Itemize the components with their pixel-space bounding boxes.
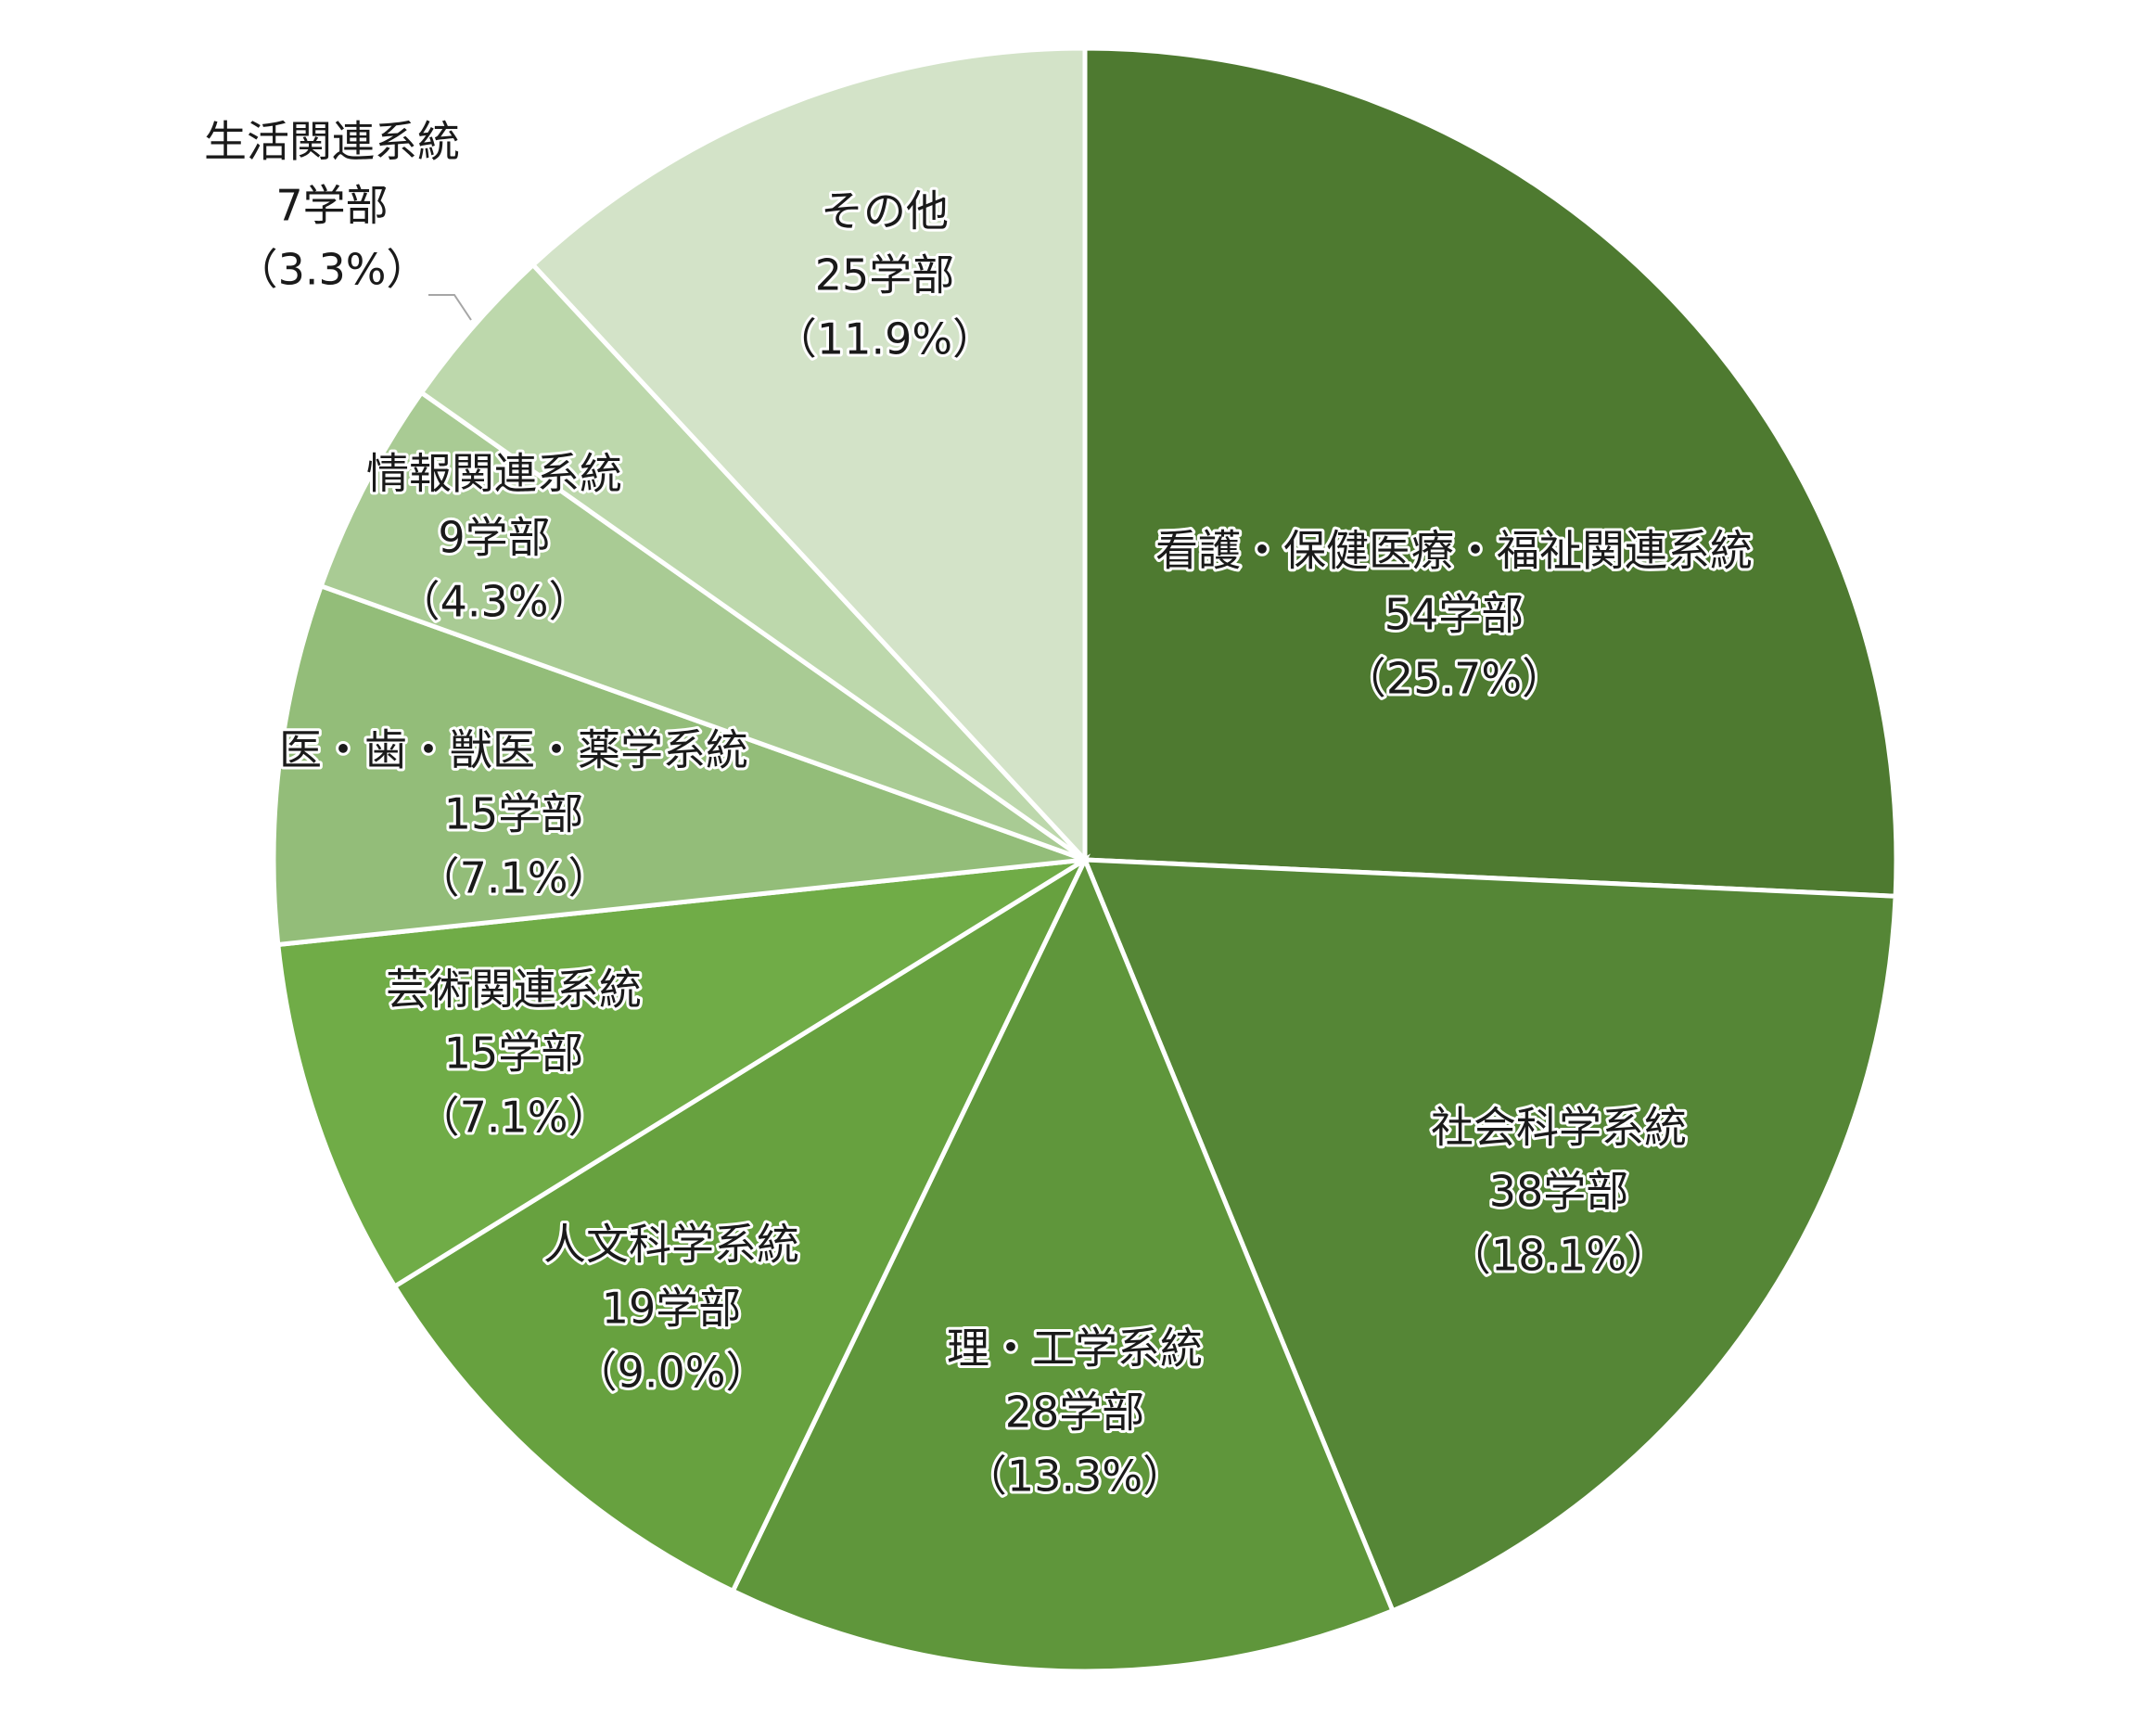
slice-category: 情報関連系統 (366, 449, 622, 499)
slice-value: 15学部 (444, 789, 584, 839)
slice-category: 芸術関連系統 (386, 965, 642, 1015)
slice-category: 人文科学系統 (543, 1220, 799, 1270)
slice-value: 9学部 (438, 513, 550, 563)
pie-slice (391, 853, 1091, 1594)
pie-slice (1081, 857, 1898, 1614)
slice-value: 38学部 (1489, 1167, 1629, 1217)
slice-category: 医・歯・獣医・薬学系統 (279, 725, 748, 775)
pie-slice (275, 857, 1087, 1290)
slice-percent: （9.0%） (575, 1348, 769, 1398)
slice-percent: （18.1%） (1448, 1231, 1669, 1281)
slice-percent: （7.1%） (417, 1093, 611, 1143)
pie-slice (730, 853, 1397, 1674)
slice-percent: （25.7%） (1344, 654, 1564, 704)
slice-percent: （11.9%） (774, 314, 995, 365)
slice-percent: （13.3%） (964, 1452, 1185, 1502)
slice-percent: （3.3%） (236, 245, 429, 295)
slice-category: 社会科学系統 (1431, 1103, 1687, 1153)
slice-category: 看護・保健医療・福祉関連系統 (1155, 526, 1753, 576)
slice-value: 7学部 (275, 181, 388, 231)
slice-percent: （7.1%） (417, 853, 611, 903)
slice-category: その他 (821, 186, 949, 237)
pie-slice (271, 582, 1086, 948)
pie-slice (529, 45, 1088, 866)
leader-line (428, 294, 472, 321)
pie-slice (1082, 45, 1899, 899)
slice-percent: （4.3%） (398, 577, 592, 627)
slice-category: 理・工学系統 (947, 1324, 1203, 1374)
slice-value: 19学部 (602, 1284, 742, 1334)
slice-category: 生活関連系統 (204, 117, 460, 167)
slice-value: 28学部 (1005, 1388, 1145, 1438)
pie-slice (318, 389, 1087, 863)
slice-value: 15学部 (444, 1029, 584, 1079)
slice-value: 54学部 (1384, 590, 1525, 640)
slice-value: 25学部 (815, 250, 955, 301)
